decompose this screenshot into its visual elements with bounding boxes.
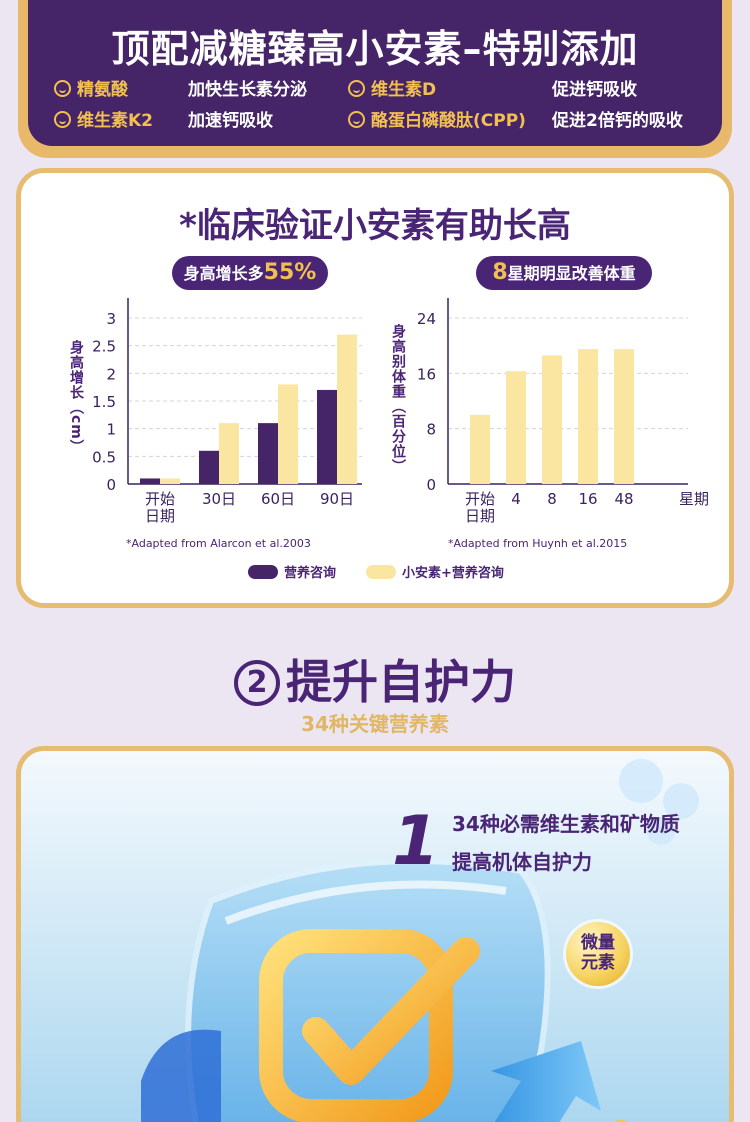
- x-tick-label: 90日: [320, 490, 354, 508]
- x-tick-label: 日期: [145, 507, 175, 525]
- bar-pediasure: [160, 478, 180, 484]
- bar-nutrition: [317, 389, 337, 484]
- bar-pediasure: [578, 349, 598, 484]
- feature-desc: 加速钙吸收: [188, 111, 273, 131]
- y-tick-label: 0: [426, 476, 436, 494]
- chart-right-ylabel: 身高别体重（百分位）: [390, 324, 406, 474]
- legend-item-pediasure: 小安素+营养咨询: [366, 562, 504, 581]
- y-tick-label: 2.5: [92, 338, 116, 356]
- bar-nutrition: [199, 450, 219, 484]
- chart-left-ylabel: 身高增长（cm）: [68, 340, 84, 455]
- bar-pediasure: [219, 423, 239, 484]
- legend-item-nutrition: 营养咨询: [248, 562, 336, 581]
- feature-desc: 促进钙吸收: [552, 80, 637, 100]
- banner-frame: [18, 0, 732, 158]
- banner-title: 顶配减糖臻高小安素–特别添加: [111, 27, 639, 71]
- y-tick-label: 1.5: [92, 393, 116, 411]
- nutrient-card: [16, 746, 734, 1122]
- y-tick-label: 2: [106, 365, 116, 383]
- bar-pediasure: [614, 349, 634, 484]
- legend-swatch-purple: [248, 565, 278, 579]
- x-tick-label: 48: [614, 490, 633, 508]
- section3-subtitle: 34种关键营养素: [301, 712, 449, 736]
- bar-pediasure: [470, 414, 490, 484]
- feature-item: 维生素K2: [54, 106, 153, 131]
- weight-improve-pill: 8星期明显改善体重: [476, 256, 652, 290]
- bar-pediasure: [542, 355, 562, 484]
- banner-panel: [28, 0, 722, 146]
- y-tick-label: 0.5: [92, 448, 116, 466]
- x-tick-label: 60日: [261, 490, 295, 508]
- clinical-title: *临床验证小安素有助长高: [179, 206, 571, 246]
- source-left: *Adapted from Alarcon et al.2003: [126, 537, 311, 550]
- section3-title: 2 提升自护力: [0, 646, 750, 712]
- smile-icon: [348, 111, 365, 128]
- nutrient-line2: 提高机体自护力: [452, 850, 592, 874]
- y-tick-label: 0: [106, 476, 116, 494]
- y-tick-label: 8: [426, 421, 436, 439]
- feature-item: 酪蛋白磷酸肽(CPP): [348, 106, 526, 131]
- legend-swatch-yellow: [366, 565, 396, 579]
- x-tick-label: 4: [511, 490, 521, 508]
- trace-element-badge: 微量元素: [566, 922, 630, 986]
- source-right: *Adapted from Huynh et al.2015: [448, 537, 628, 550]
- x-tick-label: 30日: [202, 490, 236, 508]
- smile-icon: [54, 111, 71, 128]
- y-tick-label: 1: [106, 421, 116, 439]
- height-gain-pill: 身高增长多55%: [172, 256, 328, 290]
- smile-icon: [54, 80, 71, 97]
- x-tick-label: 开始: [145, 490, 175, 508]
- y-tick-label: 16: [417, 365, 436, 383]
- number-two-icon: 2: [234, 660, 280, 706]
- x-axis-label: 星期: [679, 490, 709, 508]
- big-number: 1: [392, 802, 440, 881]
- feature-desc: 促进2倍钙的吸收: [552, 111, 683, 131]
- feature-desc: 加快生长素分泌: [188, 80, 307, 100]
- shield-illustration: [141, 759, 699, 1122]
- bar-pediasure: [278, 384, 298, 484]
- feature-item: 维生素D: [348, 75, 436, 100]
- nutrient-line1: 34种必需维生素和矿物质: [452, 812, 680, 836]
- x-tick-label: 开始: [465, 490, 495, 508]
- y-tick-label: 3: [106, 310, 116, 328]
- bar-nutrition: [140, 478, 160, 484]
- bar-nutrition: [258, 423, 278, 484]
- x-tick-label: 8: [547, 490, 557, 508]
- x-tick-label: 日期: [465, 507, 495, 525]
- feature-item: 精氨酸: [54, 75, 128, 100]
- bar-pediasure: [337, 334, 357, 484]
- smile-icon: [348, 80, 365, 97]
- x-tick-label: 16: [578, 490, 597, 508]
- bar-pediasure: [506, 371, 526, 484]
- y-tick-label: 24: [417, 310, 436, 328]
